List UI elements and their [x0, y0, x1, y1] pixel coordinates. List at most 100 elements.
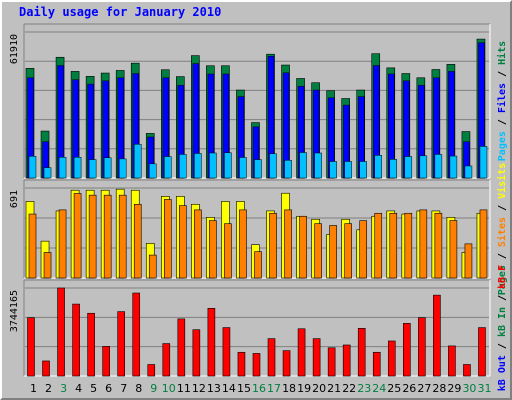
legend-item: Pages [497, 265, 508, 295]
bar-pages [254, 159, 262, 179]
x-tick-label: 28 [432, 382, 446, 395]
x-tick-label: 25 [387, 382, 401, 395]
x-tick-label: 14 [222, 382, 236, 395]
bar-pages [133, 144, 142, 179]
bar-kbf [297, 328, 306, 377]
x-tick-label: 6 [105, 382, 112, 395]
x-tick-label: 29 [447, 382, 461, 395]
bar-pages [389, 159, 398, 179]
bar-kbf [102, 346, 110, 377]
y-max-label: 3744165 [9, 290, 20, 332]
bar-kbf [252, 353, 261, 377]
x-tick-label: 12 [192, 382, 206, 395]
bar-sites [179, 205, 187, 279]
bar-kbf [27, 317, 35, 377]
bar-pages [299, 152, 307, 179]
legend-separator: / [497, 247, 508, 265]
bar-pages [269, 153, 277, 179]
x-tick-label: 26 [402, 382, 416, 395]
bar-pages [164, 156, 172, 179]
legend-item: kB Out [497, 355, 508, 391]
bar-pages [209, 152, 217, 179]
x-tick-label: 24 [372, 382, 386, 395]
x-tick-label: 2 [45, 382, 52, 395]
x-tick-label: 31 [477, 382, 491, 395]
x-tick-label: 5 [90, 382, 97, 395]
bar-sites [239, 209, 247, 279]
bar-sites [118, 194, 127, 279]
x-tick-label: 1 [30, 382, 37, 395]
bar-pages [284, 160, 292, 179]
x-tick-label: 20 [312, 382, 326, 395]
bar-sites [404, 212, 413, 279]
legend-separator: / [497, 113, 508, 131]
y-max-label: 691 [9, 190, 20, 208]
bar-kbf [207, 308, 216, 377]
x-tick-label: 4 [75, 382, 82, 395]
bar-pages [58, 156, 67, 179]
x-tick-label: 13 [207, 382, 221, 395]
bar-kbf [177, 318, 186, 377]
legend-separator: / [497, 199, 508, 217]
bar-sites [269, 212, 277, 279]
bar-kbf [403, 323, 411, 377]
bar-pages [73, 156, 82, 179]
legend-item: kB In [497, 307, 508, 337]
bar-sites [464, 243, 473, 279]
bar-kbf [132, 292, 141, 377]
bar-kbf [433, 294, 441, 377]
x-tick-label: 21 [327, 382, 341, 395]
bar-sites [254, 251, 262, 279]
bar-kbf [282, 350, 291, 377]
bar-pages [434, 154, 443, 179]
bar-pages [28, 156, 37, 179]
legend-separator: / [497, 337, 508, 355]
x-tick-label: 10 [162, 382, 176, 395]
bar-kbf [192, 329, 201, 377]
bar-sites [329, 225, 337, 279]
bar-sites [194, 209, 202, 279]
bar-sites [43, 252, 52, 279]
x-tick-label: 11 [177, 382, 191, 395]
bar-sites [359, 220, 368, 279]
legend-item: Pages [497, 131, 508, 161]
bar-pages [374, 155, 382, 179]
bar-sites [419, 209, 428, 279]
bar-sites [479, 209, 488, 279]
x-tick-label: 3 [60, 382, 67, 395]
x-tick-label: 19 [297, 382, 311, 395]
bar-pages [149, 163, 157, 179]
bar-kbf [162, 343, 171, 377]
bar-pages [224, 152, 232, 179]
bar-pages [239, 157, 247, 179]
bar-pages [344, 161, 352, 179]
bar-sites [88, 194, 97, 279]
bar-sites [28, 213, 37, 279]
bar-sites [299, 215, 307, 279]
bar-kbf [372, 351, 381, 377]
bar-kbf [387, 340, 396, 377]
legend-item: Visits [496, 163, 508, 199]
bar-pages [103, 157, 112, 179]
bar-kbf [357, 327, 366, 377]
bar-sites [58, 209, 67, 279]
bar-pages [194, 153, 202, 179]
legend-item: kB F [497, 265, 508, 289]
bar-sites [434, 212, 443, 279]
bar-pages [419, 155, 428, 179]
x-tick-label: 16 [252, 382, 266, 395]
bar-pages [329, 161, 337, 179]
bar-kbf [237, 351, 246, 377]
bar-pages [359, 161, 367, 179]
bar-kbf [72, 303, 80, 377]
bar-sites [163, 199, 172, 279]
legend-top: Pages / Files / Hits [496, 41, 508, 161]
bar-sites [284, 209, 292, 279]
bar-kbf [222, 327, 231, 377]
bar-kbf [418, 317, 426, 377]
x-tick-label: 30 [462, 382, 476, 395]
legend-item: Sites [496, 217, 508, 247]
legend-separator: / [497, 289, 508, 307]
legend-item: Hits [496, 41, 508, 65]
